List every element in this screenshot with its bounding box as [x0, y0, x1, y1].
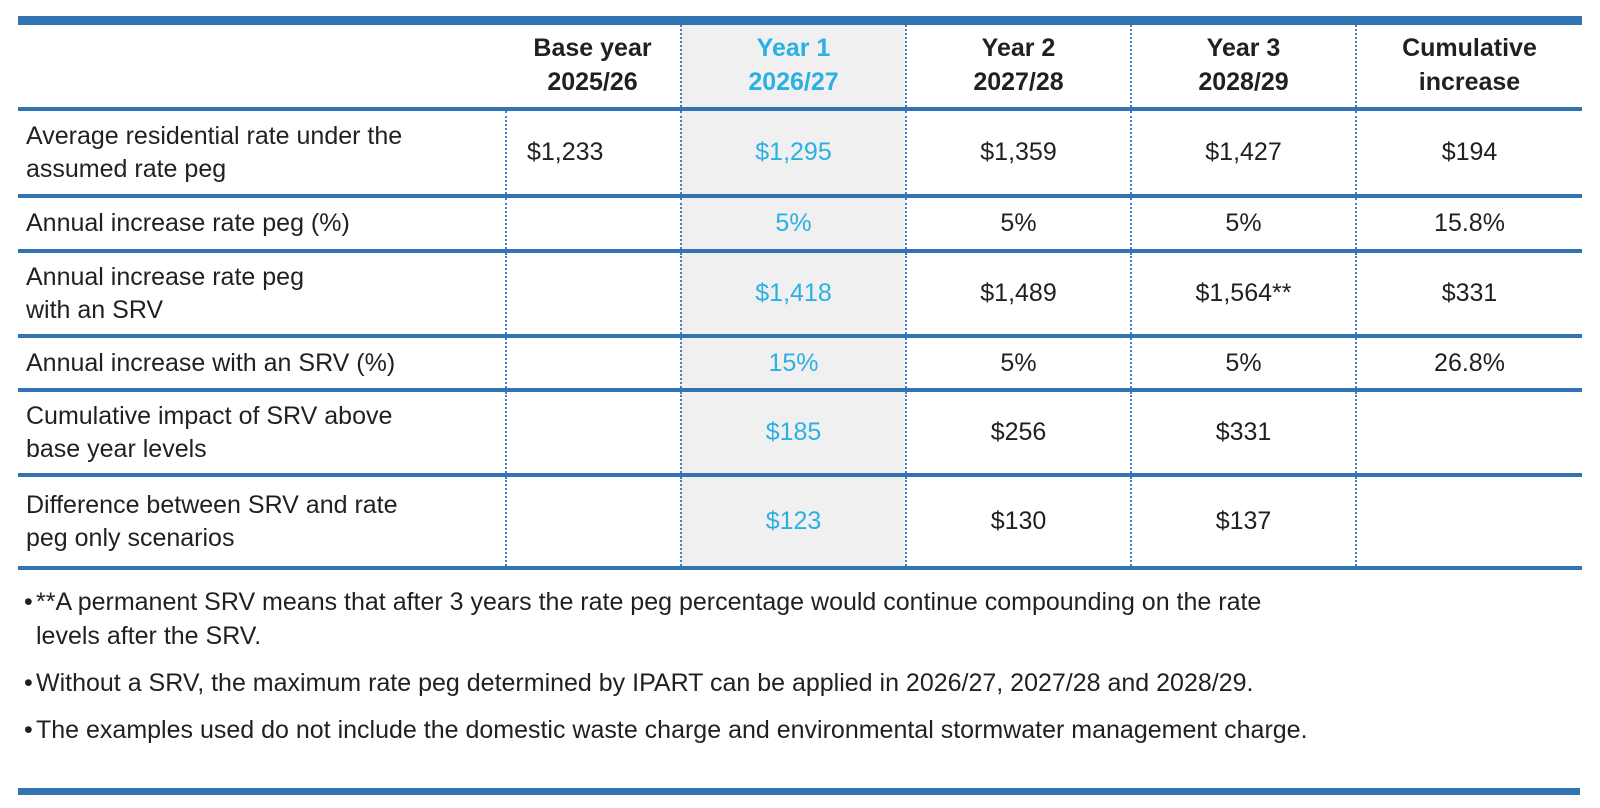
footnote-text: **A permanent SRV means that after 3 yea… [36, 588, 1262, 650]
header-row: Base year 2025/26 Year 1 2026/27 Year 2 … [18, 25, 1582, 111]
cell-year3: 5% [1130, 338, 1355, 388]
cell-cumulative: $194 [1355, 111, 1582, 194]
cell-year1: $1,418 [680, 253, 905, 334]
cell-base-year [505, 253, 680, 334]
cell-year2: 5% [905, 338, 1130, 388]
footnote-text: The examples used do not include the dom… [36, 716, 1308, 744]
table-row-cumulative-impact-of-srv: Cumulative impact of SRV above base year… [18, 392, 1582, 477]
row-label: Annual increase rate peg with an SRV [26, 262, 304, 324]
cell-cumulative: 26.8% [1355, 338, 1582, 388]
cell-year2: $130 [905, 477, 1130, 566]
table-row-rate-peg-with-srv: Annual increase rate peg with an SRV $1,… [18, 253, 1582, 338]
cell-year2: 5% [905, 198, 1130, 249]
cell-year1: $1,295 [680, 111, 905, 194]
row-label: Average residential rate under the assum… [26, 121, 403, 183]
row-label: Cumulative impact of SRV above base year… [26, 401, 393, 463]
table-row-annual-increase-with-srv-pct: Annual increase with an SRV (%) 15% 5% 5… [18, 338, 1582, 392]
header-cell-year2: Year 2 2027/28 [905, 25, 1130, 107]
header-cell-cumulative-increase: Cumulative increase [1355, 25, 1582, 107]
table-row-annual-increase-rate-peg-pct: Annual increase rate peg (%) 5% 5% 5% 15… [18, 198, 1582, 253]
bottom-rule [18, 788, 1580, 795]
cell-year3: $1,427 [1130, 111, 1355, 194]
cell-year2: $1,489 [905, 253, 1130, 334]
cell-year1: 15% [680, 338, 905, 388]
table-row-average-residential-rate: Average residential rate under the assum… [18, 111, 1582, 198]
cell-base-year [505, 477, 680, 566]
cell-year3: 5% [1130, 198, 1355, 249]
row-label: Difference between SRV and rate peg only… [26, 490, 398, 552]
row-label: Annual increase with an SRV (%) [26, 348, 396, 377]
cell-year3: $331 [1130, 392, 1355, 473]
rates-comparison-document: Base year 2025/26 Year 1 2026/27 Year 2 … [18, 16, 1582, 747]
cell-cumulative: 15.8% [1355, 198, 1582, 249]
top-rule [18, 16, 1582, 25]
footnote-item: • **A permanent SRV means that after 3 y… [18, 585, 1582, 653]
bullet-icon: • [24, 588, 33, 616]
header-cell-year1: Year 1 2026/27 [680, 25, 905, 107]
footnote-item: • Without a SRV, the maximum rate peg de… [18, 666, 1582, 700]
cell-year1: 5% [680, 198, 905, 249]
cell-year1: $123 [680, 477, 905, 566]
header-cell-year3: Year 3 2028/29 [1130, 25, 1355, 107]
cell-base-year [505, 338, 680, 388]
cell-year2: $1,359 [905, 111, 1130, 194]
footnote-item: • The examples used do not include the d… [18, 713, 1582, 747]
cell-base-year: $1,233 [505, 111, 680, 194]
cell-cumulative [1355, 477, 1582, 566]
cell-base-year [505, 198, 680, 249]
bullet-icon: • [24, 669, 33, 697]
cell-year1: $185 [680, 392, 905, 473]
cell-year3: $137 [1130, 477, 1355, 566]
cell-year3: $1,564** [1130, 253, 1355, 334]
row-label: Annual increase rate peg (%) [26, 209, 350, 237]
bullet-icon: • [24, 716, 33, 744]
footnotes-list: • **A permanent SRV means that after 3 y… [18, 585, 1582, 747]
cell-cumulative: $331 [1355, 253, 1582, 334]
cell-year2: $256 [905, 392, 1130, 473]
cell-cumulative [1355, 392, 1582, 473]
header-cell-empty [18, 25, 505, 107]
table-row-difference-srv-vs-rate-peg: Difference between SRV and rate peg only… [18, 477, 1582, 570]
header-cell-base-year: Base year 2025/26 [533, 34, 652, 96]
rates-table: Base year 2025/26 Year 1 2026/27 Year 2 … [18, 25, 1582, 570]
footnote-text: Without a SRV, the maximum rate peg dete… [36, 669, 1254, 697]
cell-base-year [505, 392, 680, 473]
